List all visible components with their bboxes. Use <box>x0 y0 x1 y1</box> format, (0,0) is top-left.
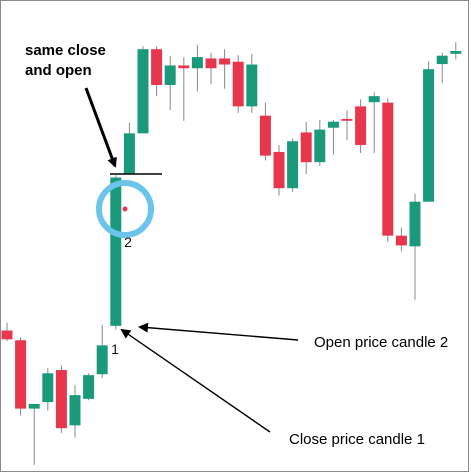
candle-bearish <box>355 106 367 145</box>
candle-bearish <box>151 49 163 85</box>
candle-1-label: 1 <box>111 341 119 357</box>
candle-bullish <box>191 57 203 69</box>
candle-bearish <box>219 58 231 65</box>
candle-bullish <box>327 121 339 128</box>
candle-bearish <box>382 102 394 236</box>
candle-bearish <box>300 132 312 163</box>
open-note-text: Open price candle 2 <box>314 334 448 351</box>
candle-bullish <box>110 177 122 326</box>
candle-bullish <box>409 201 421 247</box>
candle-bullish <box>314 129 326 163</box>
close-note-arrow <box>120 328 271 433</box>
candle-bullish <box>123 133 135 175</box>
candle-bullish <box>42 373 54 403</box>
open-note-arrow <box>138 322 299 341</box>
candle-bullish <box>83 375 95 399</box>
candle-bullish <box>368 96 380 103</box>
candle-bearish <box>259 115 271 156</box>
candle-bullish <box>246 64 258 107</box>
candle-bearish <box>205 58 217 69</box>
top-note-line1: same close <box>25 42 106 59</box>
candle-bullish <box>423 69 435 202</box>
top-note-line2: and open <box>25 62 92 79</box>
candle-bullish <box>69 395 81 426</box>
candle-bearish <box>395 235 407 246</box>
candle-bearish <box>341 118 353 121</box>
candle-bearish <box>232 61 244 107</box>
close-note-text: Close price candle 1 <box>289 431 425 448</box>
candle-bearish <box>1 330 13 340</box>
candle-bullish <box>287 141 299 189</box>
candle-bullish <box>436 55 448 65</box>
candle-bullish <box>164 65 176 85</box>
highlight-dot <box>121 205 129 213</box>
highlight-circle <box>96 180 154 238</box>
candle-bearish <box>55 370 67 429</box>
candle-bullish <box>137 49 149 134</box>
candle-bearish <box>273 151 285 189</box>
candle-bullish <box>96 345 108 375</box>
candle-bullish <box>450 51 462 54</box>
candle-bullish <box>28 403 40 409</box>
candle-2-label: 2 <box>124 234 132 250</box>
top-note-arrow <box>84 87 117 168</box>
candle-bearish <box>15 340 27 409</box>
candles-layer <box>1 42 462 465</box>
candle-bearish <box>178 65 190 69</box>
